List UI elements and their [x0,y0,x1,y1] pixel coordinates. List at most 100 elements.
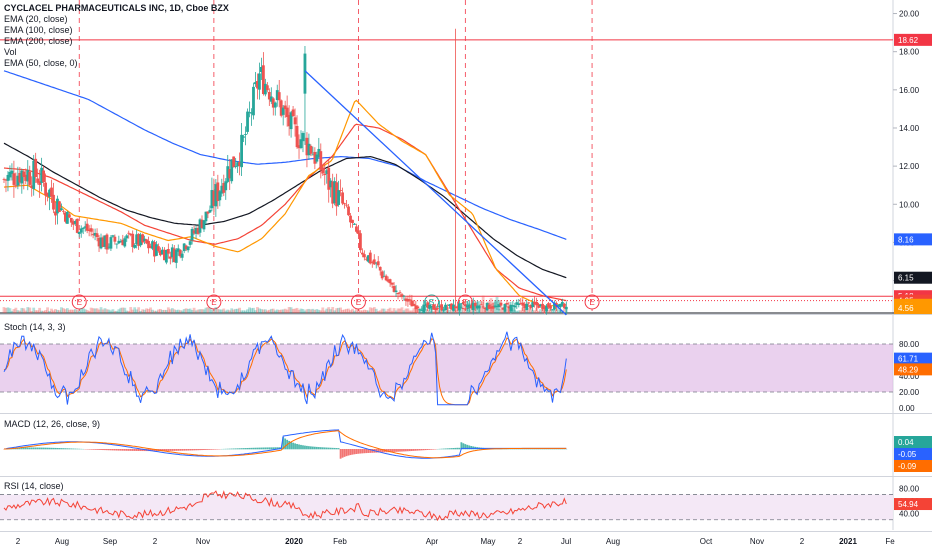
volume-bar [62,308,65,313]
candle-body [485,302,489,311]
macd-histogram-bar [337,448,340,450]
candle-body [77,231,81,235]
volume-bar [2,307,6,313]
macd-histogram-bar [319,447,322,450]
candle-body [325,170,329,174]
candle-body [81,227,85,229]
macd-histogram-bar [304,445,306,450]
volume-bar [170,308,174,313]
candle-body [69,217,73,223]
candle-body [190,229,194,241]
candle-body [378,266,382,271]
volume-bar [161,309,164,313]
macd-histogram-bar [420,449,423,451]
candle-body [456,306,459,309]
macd-histogram-bar [133,449,136,451]
volume-bar [204,307,208,313]
candle-body [531,302,535,308]
macd-histogram-bar [191,449,193,451]
macd-histogram-bar [121,449,124,451]
macd-histogram-bar [446,448,449,450]
volume-bar [384,310,388,313]
candle-body [450,303,453,310]
macd-histogram-bar [313,446,316,450]
price-tick-label: 10.00 [899,200,920,209]
volume-bar [305,309,309,313]
volume-bar [380,308,384,313]
volume-bar [109,310,113,313]
volume-bar [428,310,432,313]
ema50-line [3,123,567,302]
macd-histogram-bar [351,449,354,455]
volume-bar [497,308,501,313]
macd-histogram-bar [409,449,411,452]
candle-body [208,209,212,213]
volume-bar [145,308,148,313]
macd-histogram-bar [395,449,397,452]
candle-body [529,304,533,308]
volume-bar [562,307,566,313]
volume-bar [343,309,346,313]
candle-body [368,252,372,264]
macd-histogram-bar [228,448,231,450]
candle-body [495,306,499,308]
macd-histogram-bar [458,447,461,450]
candle-body [440,304,443,311]
price-tick-label: 20.00 [899,10,920,19]
candle-body [323,174,327,176]
volume-bar [40,310,44,313]
time-axis-label: Apr [426,537,439,546]
candle-body [242,136,245,138]
candle-body [414,305,418,310]
candle-body [139,234,143,246]
candle-body [525,303,529,311]
volume-bar [176,309,180,313]
candle-body [56,198,59,214]
volume-bar [400,307,404,313]
candle-body [85,223,89,231]
volume-bar [382,308,386,313]
candle-body [250,112,253,114]
macd-histogram-bar [468,445,471,450]
candle-body [60,208,63,211]
candle-body [206,211,210,214]
time-axis-label: Feb [333,537,347,546]
volume-bar [303,310,307,313]
candle-body [210,190,214,209]
macd-histogram-bar [300,444,302,450]
candle-body [360,252,364,255]
candle-body [491,306,495,309]
candle-body [372,259,376,265]
candle-body [263,83,267,95]
volume-bar [252,307,255,313]
candle-body [34,158,38,177]
candle-body [380,271,384,279]
candle-body [299,139,303,148]
macd-histogram-bar [171,449,174,451]
candle-body [153,242,156,257]
macd-histogram-bar [199,449,201,451]
candle-body [293,117,297,125]
volume-bar [38,307,42,313]
macd-histogram-bar [466,444,469,450]
macd-histogram-bar [359,449,362,454]
volume-bar [547,309,550,313]
candle-body [362,254,366,258]
time-axis-label: Aug [606,537,620,546]
volume-bar [404,308,408,313]
volume-bar [202,309,206,313]
candle-body [291,109,295,117]
candle-body [157,246,160,251]
price-badge [894,302,932,315]
candle-body [261,65,265,95]
candle-body [178,249,182,257]
volume-bar [184,308,188,313]
volume-bar [273,310,277,313]
macd-histogram-bar [448,448,451,450]
macd-histogram-bar [209,449,211,450]
candle-body [65,211,69,224]
candle-body [351,219,354,223]
volume-bar [370,308,374,313]
price-tick-label: 12.00 [899,162,920,171]
